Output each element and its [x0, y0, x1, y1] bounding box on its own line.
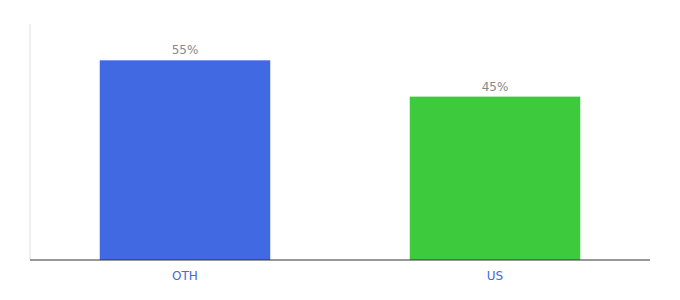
chart-container: OTH US 55% 45% — [0, 0, 680, 300]
bar — [410, 97, 581, 260]
chart-svg: OTH US 55% 45% — [0, 0, 680, 300]
bar — [100, 60, 271, 260]
x-tick-label: OTH — [172, 269, 198, 283]
bars — [100, 60, 581, 260]
y-axis-line — [30, 24, 31, 260]
data-label: 45% — [482, 80, 509, 94]
x-tick-label: US — [487, 269, 503, 283]
x-axis-line — [30, 259, 650, 260]
data-label: 55% — [172, 43, 199, 57]
